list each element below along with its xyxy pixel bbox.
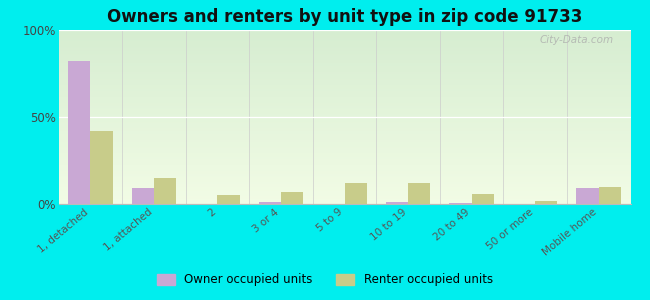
Legend: Owner occupied units, Renter occupied units: Owner occupied units, Renter occupied un… — [153, 269, 497, 291]
Bar — [386, 202, 408, 204]
Bar — [577, 188, 599, 204]
Bar — [449, 203, 472, 204]
Bar — [344, 183, 367, 204]
Text: City-Data.com: City-Data.com — [540, 35, 614, 45]
Bar — [217, 195, 240, 204]
Bar — [408, 183, 430, 204]
Bar — [535, 200, 558, 204]
Bar — [90, 131, 112, 204]
Bar — [472, 194, 494, 204]
Bar — [599, 187, 621, 204]
Bar — [154, 178, 176, 204]
Bar — [281, 192, 303, 204]
Title: Owners and renters by unit type in zip code 91733: Owners and renters by unit type in zip c… — [107, 8, 582, 26]
Bar — [259, 202, 281, 204]
Bar — [68, 61, 90, 204]
Bar — [131, 188, 154, 204]
